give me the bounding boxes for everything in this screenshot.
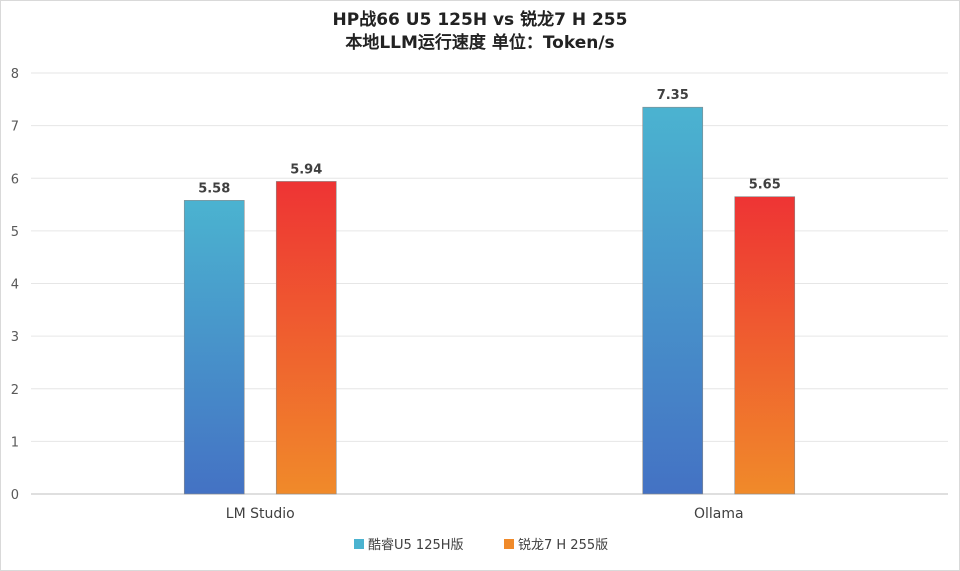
bar-0-1 xyxy=(275,181,337,495)
data-label: 5.58 xyxy=(198,181,230,196)
legend-swatch xyxy=(504,539,514,549)
x-category-label: LM Studio xyxy=(226,506,295,522)
y-tick-label: 0 xyxy=(11,488,19,503)
bar-1-0 xyxy=(642,106,704,495)
y-tick-label: 5 xyxy=(11,225,19,240)
y-tick-label: 2 xyxy=(11,383,19,398)
y-tick-label: 8 xyxy=(11,67,19,82)
data-label: 5.94 xyxy=(290,162,322,177)
bar-1-1 xyxy=(734,196,796,495)
data-label: 5.65 xyxy=(749,178,781,193)
x-axis: LM Studio Ollama xyxy=(226,506,744,522)
chart-subtitle: 本地LLM运行速度 单位：Token/s xyxy=(345,32,614,53)
legend-swatch xyxy=(354,539,364,549)
data-label: 7.35 xyxy=(657,88,689,103)
legend: 酷睿U5 125H版 锐龙7 H 255版 xyxy=(354,538,608,553)
y-tick-label: 7 xyxy=(11,120,19,135)
y-tick-label: 6 xyxy=(11,172,19,187)
y-tick-label: 1 xyxy=(11,435,19,450)
y-axis: 0 1 2 3 4 5 6 7 8 xyxy=(11,67,19,503)
bar-0-0 xyxy=(183,200,245,495)
legend-label: 锐龙7 H 255版 xyxy=(518,538,608,553)
y-tick-label: 4 xyxy=(11,278,19,293)
y-tick-label: 3 xyxy=(11,330,19,345)
gridlines xyxy=(31,72,948,495)
x-category-label: Ollama xyxy=(694,506,744,522)
legend-label: 酷睿U5 125H版 xyxy=(368,538,464,553)
chart-title: HP战66 U5 125H vs 锐龙7 H 255 xyxy=(333,9,628,30)
bars: 5.58 5.94 7.35 5.65 xyxy=(183,88,796,495)
